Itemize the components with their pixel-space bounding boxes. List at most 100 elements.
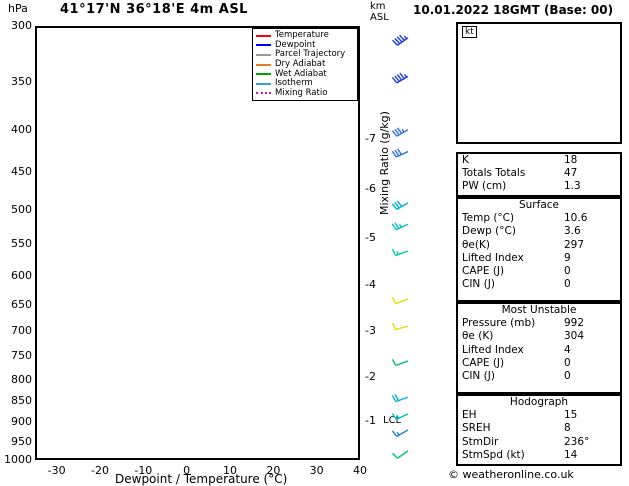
wind-barb bbox=[392, 248, 409, 257]
data-row-key: Totals Totals bbox=[462, 167, 526, 180]
data-row: StmSpd (kt) 14 bbox=[458, 449, 620, 462]
height-tick-label: -5 bbox=[365, 230, 376, 244]
pressure-tick-label: 500 bbox=[11, 203, 32, 217]
legend-item: Isotherm bbox=[256, 79, 354, 89]
data-row: θe(K) 297 bbox=[458, 239, 620, 252]
data-row-value: 1.3 bbox=[564, 180, 581, 193]
most-unstable-panel: Most Unstable Pressure (mb) 992 θe (K) 304 Li… bbox=[456, 302, 622, 394]
height-tick-label: -7 bbox=[365, 132, 376, 146]
data-row-value: 0 bbox=[564, 370, 571, 383]
data-row-key: StmDir bbox=[462, 435, 499, 448]
pressure-tick-label: 450 bbox=[11, 165, 32, 179]
data-row-key: Temp (°C) bbox=[462, 212, 515, 225]
height-unit-label-km: km bbox=[370, 1, 386, 12]
legend-label: Wet Adiabat bbox=[275, 68, 327, 79]
data-row: Lifted Index 9 bbox=[458, 252, 620, 265]
lcl-label: LCL bbox=[383, 415, 402, 426]
height-tick-label: -6 bbox=[365, 182, 376, 196]
legend-item: Temperature bbox=[256, 31, 354, 41]
x-axis-title: Dewpoint / Temperature (°C) bbox=[115, 472, 288, 486]
wind-barb bbox=[392, 297, 409, 305]
pressure-tick-label: 400 bbox=[11, 122, 32, 136]
data-row-key: CIN (J) bbox=[462, 370, 495, 383]
data-row: CAPE (J) 0 bbox=[458, 265, 620, 278]
legend-label: Dewpoint bbox=[275, 39, 316, 50]
data-row: StmDir 236° bbox=[458, 436, 620, 449]
pressure-tick-label: 850 bbox=[11, 394, 32, 408]
temperature-tick-label: -10 bbox=[134, 464, 153, 477]
data-row: Dewp (°C) 3.6 bbox=[458, 225, 620, 238]
hodograph-unit-label: kt bbox=[462, 26, 477, 38]
data-row-key: EH bbox=[462, 409, 477, 422]
mixing-ratio-axis-title: Mixing Ratio (g/kg) bbox=[378, 111, 391, 215]
pressure-tick-label: 550 bbox=[11, 237, 32, 251]
data-row-value: 4 bbox=[564, 343, 571, 356]
hodograph-frame bbox=[456, 22, 622, 144]
temperature-tick-label: 20 bbox=[266, 464, 281, 477]
data-row-value: 3.6 bbox=[564, 225, 581, 238]
data-row: PW (cm) 1.3 bbox=[458, 180, 620, 193]
legend-swatch bbox=[256, 44, 271, 47]
legend-swatch bbox=[256, 92, 271, 95]
legend-item: Parcel Trajectory bbox=[256, 50, 354, 60]
legend-swatch bbox=[256, 82, 271, 85]
pressure-tick-label: 700 bbox=[11, 324, 32, 338]
legend-swatch bbox=[256, 63, 271, 66]
legend-label: Temperature bbox=[275, 30, 329, 41]
data-row-value: 304 bbox=[564, 330, 585, 343]
data-row: EH 15 bbox=[458, 409, 620, 422]
temperature-tick-label: 30 bbox=[309, 464, 324, 477]
temperature-tick-label: 0 bbox=[183, 464, 191, 477]
wind-barb bbox=[392, 127, 409, 137]
data-row: CIN (J) 0 bbox=[458, 370, 620, 383]
chart-legend: Temperature Dewpoint Parcel Trajectory Dry … bbox=[252, 28, 358, 102]
wind-barb bbox=[392, 72, 409, 84]
data-row-value: 0 bbox=[564, 356, 571, 369]
pressure-tick-label: 1000 bbox=[4, 453, 32, 466]
legend-swatch bbox=[256, 53, 271, 56]
data-row: SREH 8 bbox=[458, 422, 620, 435]
data-row-value: 8 bbox=[564, 422, 571, 435]
data-row-key: Lifted Index bbox=[462, 251, 524, 264]
date-title: 10.01.2022 18GMT (Base: 00) bbox=[413, 3, 614, 17]
data-row: θe (K) 304 bbox=[458, 330, 620, 343]
data-row-key: Dewp (°C) bbox=[462, 225, 516, 238]
legend-item: Dewpoint bbox=[256, 39, 354, 51]
legend-item: Wet Adiabat bbox=[256, 69, 354, 79]
data-row: Totals Totals 47 bbox=[458, 167, 620, 180]
indices-panel: K 18 Totals Totals 47 PW (cm) 1.3 bbox=[456, 152, 622, 197]
data-row-value: 236° bbox=[564, 435, 590, 448]
wind-barb bbox=[392, 359, 409, 367]
pressure-tick-label: 350 bbox=[11, 74, 32, 88]
pressure-tick-label: 650 bbox=[11, 297, 32, 311]
pressure-unit-label: hPa bbox=[8, 2, 28, 15]
temperature-tick-label: -30 bbox=[47, 464, 66, 477]
wind-barb bbox=[392, 34, 409, 46]
legend-label: Mixing Ratio bbox=[275, 87, 328, 98]
height-tick-label: -1 bbox=[365, 414, 376, 428]
data-row-value: 18 bbox=[564, 154, 578, 166]
legend-item: Dry Adiabat bbox=[256, 60, 354, 70]
wind-barb bbox=[392, 429, 409, 438]
data-row-key: SREH bbox=[462, 422, 491, 435]
data-row-key: CAPE (J) bbox=[462, 356, 505, 369]
data-row-value: 47 bbox=[564, 167, 578, 180]
data-row-value: 992 bbox=[564, 317, 585, 330]
data-row: Lifted Index 4 bbox=[458, 344, 620, 357]
data-row-key: PW (cm) bbox=[462, 180, 507, 193]
temperature-tick-label: -20 bbox=[91, 464, 109, 477]
data-row-key: θe(K) bbox=[462, 238, 490, 251]
height-tick-label: -4 bbox=[365, 278, 376, 292]
wind-barb bbox=[392, 322, 409, 331]
data-row: CAPE (J) 0 bbox=[458, 357, 620, 370]
data-row-key: StmSpd (kt) bbox=[462, 448, 525, 461]
panel-title: Surface bbox=[518, 199, 559, 211]
pressure-tick-label: 950 bbox=[11, 434, 32, 448]
temperature-tick-label: 10 bbox=[223, 464, 237, 477]
height-unit-label-asl: ASL bbox=[370, 12, 389, 23]
pressure-tick-label: 800 bbox=[11, 372, 32, 386]
data-row-value: 0 bbox=[564, 278, 571, 291]
panel-title: Hodograph bbox=[509, 396, 569, 408]
pressure-tick-label: 300 bbox=[11, 19, 32, 32]
data-row-key: Pressure (mb) bbox=[462, 317, 536, 330]
